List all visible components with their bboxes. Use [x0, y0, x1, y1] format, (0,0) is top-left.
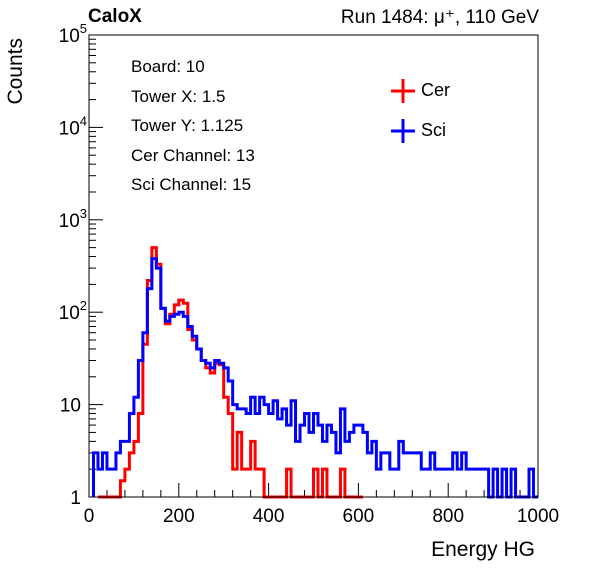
run-info-label: Run 1484: μ⁺, 110 GeV: [340, 7, 539, 28]
y-tick-label: 103: [59, 206, 87, 232]
experiment-label: CaloX: [88, 6, 142, 27]
x-tick-label: 800: [432, 506, 464, 527]
y-axis-label: Counts: [4, 38, 27, 105]
x-tick-label: 1000: [517, 506, 559, 527]
y-tick-label: 10: [60, 396, 81, 417]
legend-label-sci: Sci: [421, 120, 447, 140]
x-tick-label: 200: [163, 506, 195, 527]
x-tick-label: 0: [84, 506, 95, 527]
info-tower-x: Tower X: 1.5: [131, 86, 226, 106]
info-sci-channel: Sci Channel: 15: [131, 175, 252, 195]
info-tower-y: Tower Y: 1.125: [131, 116, 244, 136]
plot-frame: [88, 34, 539, 498]
x-tick-label: 600: [343, 506, 375, 527]
x-axis-label: Energy HG: [431, 538, 535, 561]
info-board: Board: 10: [131, 57, 205, 76]
series-sci-line: [91, 257, 538, 499]
y-tick-label: 105: [59, 21, 87, 47]
y-tick-label: 102: [59, 298, 87, 324]
axis-tick-labels: 0 200 400 600 800 1000 1 10 102 103 104 105: [59, 21, 560, 527]
info-cer-channel: Cer Channel: 13: [131, 145, 255, 165]
sci-marker-icon: [391, 119, 415, 143]
series-lines: [91, 246, 538, 499]
legend-label-cer: Cer: [421, 80, 451, 100]
y-tick-label: 1: [70, 488, 81, 509]
y-tick-label: 104: [59, 113, 87, 139]
info-box: Board: 10 Tower X: 1.5 Tower Y: 1.125 Ce…: [131, 52, 361, 200]
x-tick-label: 400: [253, 506, 285, 527]
cer-marker-icon: [391, 79, 415, 103]
